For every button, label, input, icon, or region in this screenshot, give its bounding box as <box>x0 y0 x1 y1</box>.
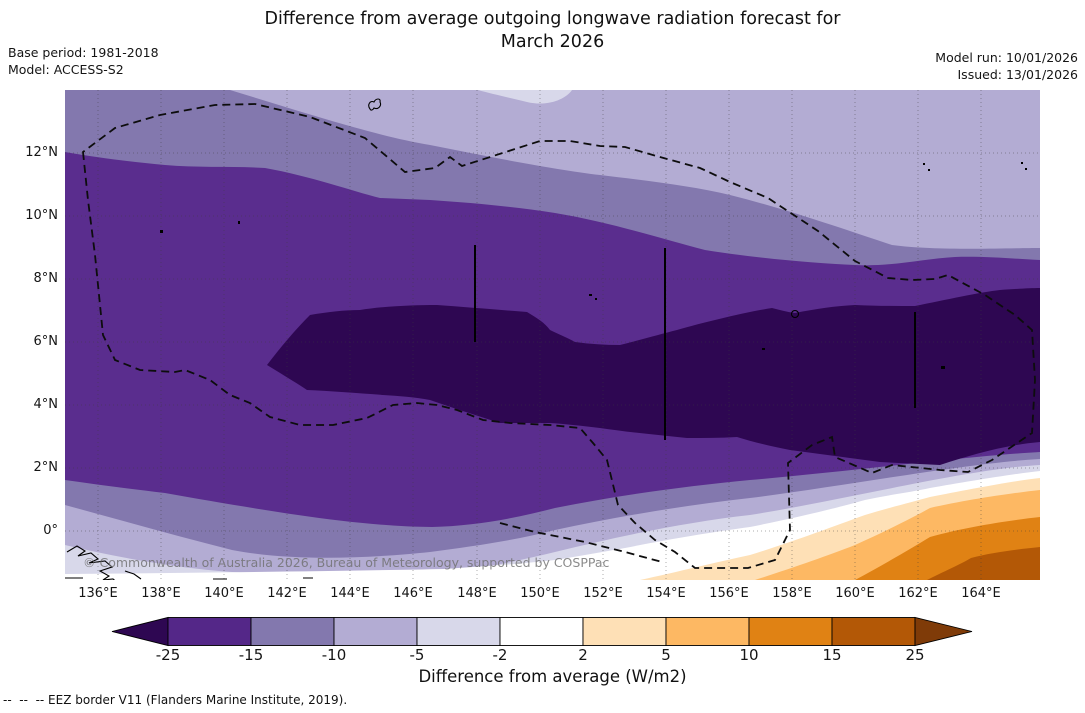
x-tick-label: 160°E <box>835 586 875 601</box>
title-line-2: March 2026 <box>500 32 605 52</box>
y-tick-label: 2°N <box>33 460 59 475</box>
title-line-1: Difference from average outgoing longwav… <box>264 9 841 29</box>
colorbar <box>110 616 975 648</box>
colorbar-under-arrow <box>111 616 169 647</box>
meta-left: Base period: 1981-2018 Model: ACCESS-S2 <box>8 44 159 78</box>
y-tick-label: 0° <box>43 523 58 538</box>
x-tick-label: 158°E <box>772 586 812 601</box>
grid-lines <box>65 90 1040 580</box>
x-tick-label: 146°E <box>393 586 433 601</box>
issued-text: Issued: 13/01/2026 <box>957 67 1079 82</box>
eez-border-caption: -- -- -- EEZ border V11 (Flanders Marine… <box>3 693 348 707</box>
x-tick-label: 152°E <box>583 586 623 601</box>
x-tick-label: 142°E <box>267 586 307 601</box>
copyright-watermark: © Commonwealth of Australia 2026, Bureau… <box>83 555 610 570</box>
eez-border-dashed <box>82 103 1036 569</box>
y-tick-label: 10°N <box>25 208 58 223</box>
islands-coastlines <box>65 98 800 585</box>
colorbar-tick: -15 <box>238 646 264 664</box>
model-run-text: Model run: 10/01/2026 <box>935 50 1078 65</box>
small-islands <box>160 162 1027 369</box>
y-tick-label: 8°N <box>33 271 59 286</box>
y-tick-label: 12°N <box>25 145 58 160</box>
contour-map-svg <box>65 90 1040 585</box>
x-tick-label: 136°E <box>78 586 118 601</box>
x-tick-label: 154°E <box>646 586 686 601</box>
x-tick-label: 144°E <box>330 586 370 601</box>
meta-right: Model run: 10/01/2026 Issued: 13/01/2026 <box>935 49 1078 83</box>
colorbar-tick: -2 <box>492 646 508 664</box>
colorbar-tick: 25 <box>905 646 925 664</box>
colorbar-over-arrow <box>914 616 973 647</box>
base-period-text: Base period: 1981-2018 <box>8 45 159 60</box>
colorbar-tick: 10 <box>739 646 759 664</box>
x-tick-label: 164°E <box>961 586 1001 601</box>
y-tick-label: 4°N <box>33 397 59 412</box>
y-tick-label: 6°N <box>33 334 59 349</box>
model-text: Model: ACCESS-S2 <box>8 62 124 77</box>
colorbar-tick: 5 <box>661 646 671 664</box>
x-tick-label: 150°E <box>520 586 560 601</box>
page-title: Difference from average outgoing longwav… <box>65 8 1040 54</box>
colorbar-tick: -10 <box>321 646 347 664</box>
contour-map: © Commonwealth of Australia 2026, Bureau… <box>65 90 1040 585</box>
x-tick-label: 162°E <box>898 586 938 601</box>
colorbar-axis-label: Difference from average (W/m2) <box>418 667 687 686</box>
colorbar-tick: 2 <box>578 646 588 664</box>
colorbar-tick: -25 <box>155 646 181 664</box>
x-tick-label: 140°E <box>204 586 244 601</box>
colorbar-svg <box>111 616 973 647</box>
sector-boundary-lines <box>474 245 916 440</box>
colorbar-tick: 15 <box>822 646 842 664</box>
x-tick-label: 156°E <box>709 586 749 601</box>
colorbar-tick: -5 <box>409 646 425 664</box>
x-tick-label: 148°E <box>457 586 497 601</box>
x-tick-label: 138°E <box>141 586 181 601</box>
